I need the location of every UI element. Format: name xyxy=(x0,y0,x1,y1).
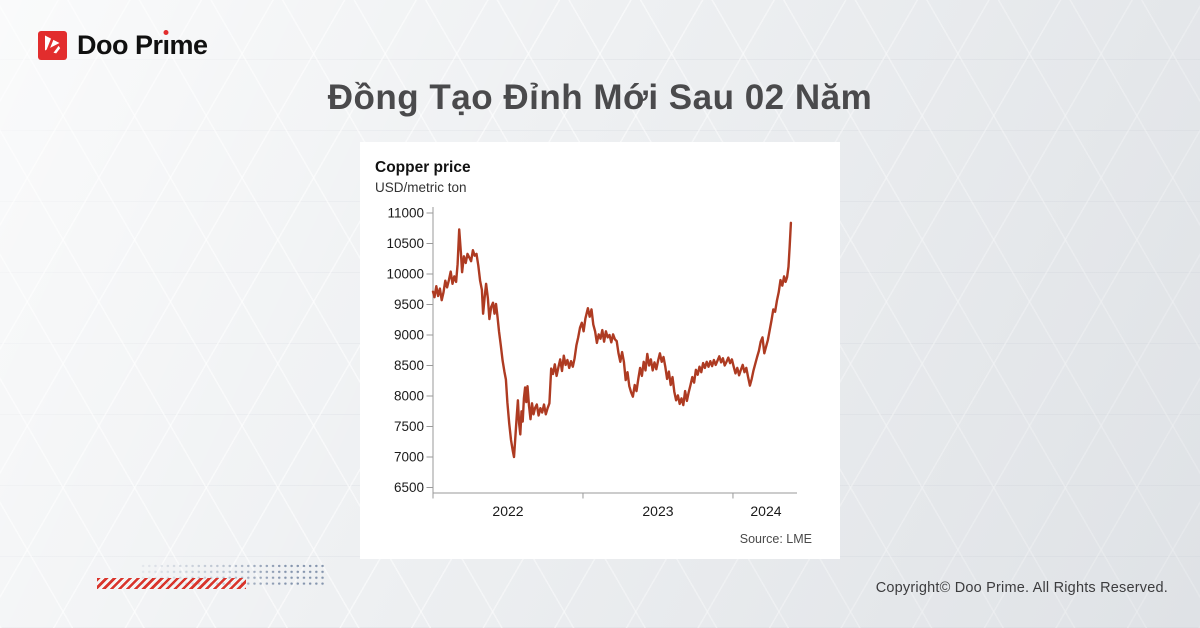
copyright-text: Copyright© Doo Prime. All Rights Reserve… xyxy=(875,580,1168,596)
svg-text:7500: 7500 xyxy=(394,419,424,434)
svg-text:7000: 7000 xyxy=(394,450,424,465)
svg-text:10500: 10500 xyxy=(386,236,424,251)
brand-logo: Doo Pr ı me xyxy=(38,30,208,61)
hatched-bar-decoration xyxy=(97,578,246,589)
svg-text:9000: 9000 xyxy=(394,328,424,343)
brand-name-part: Doo Pr xyxy=(77,30,163,60)
chart-line-series xyxy=(431,221,793,459)
chart-subtitle: USD/metric ton xyxy=(375,180,467,195)
svg-text:10000: 10000 xyxy=(386,267,424,282)
chart-title: Copper price xyxy=(375,159,471,176)
brand-name-i: ı xyxy=(162,30,171,60)
copper-price-chart: Copper price USD/metric ton 11000 10500 10… xyxy=(375,159,812,546)
chart-axes: 11000 10500 10000 9500 9000 8500 8000 7500 7000 6… xyxy=(386,206,797,519)
svg-text:2023: 2023 xyxy=(642,503,673,519)
svg-text:6500: 6500 xyxy=(394,480,424,495)
svg-text:2024: 2024 xyxy=(750,503,781,519)
svg-text:8500: 8500 xyxy=(394,358,424,373)
svg-text:8000: 8000 xyxy=(394,389,424,404)
chart-source: Source: LME xyxy=(740,532,812,546)
svg-text:9500: 9500 xyxy=(394,297,424,312)
brand-name-part: me xyxy=(169,30,209,60)
brand-name: Doo Pr ı me xyxy=(77,30,208,61)
page-title: Đồng Tạo Đỉnh Mới Sau 02 Năm xyxy=(327,78,873,117)
svg-text:11000: 11000 xyxy=(387,206,424,221)
chart-card: Copper price USD/metric ton 11000 10500 10… xyxy=(360,142,840,559)
doo-prime-logo-icon xyxy=(38,31,67,60)
svg-text:2022: 2022 xyxy=(492,503,523,519)
